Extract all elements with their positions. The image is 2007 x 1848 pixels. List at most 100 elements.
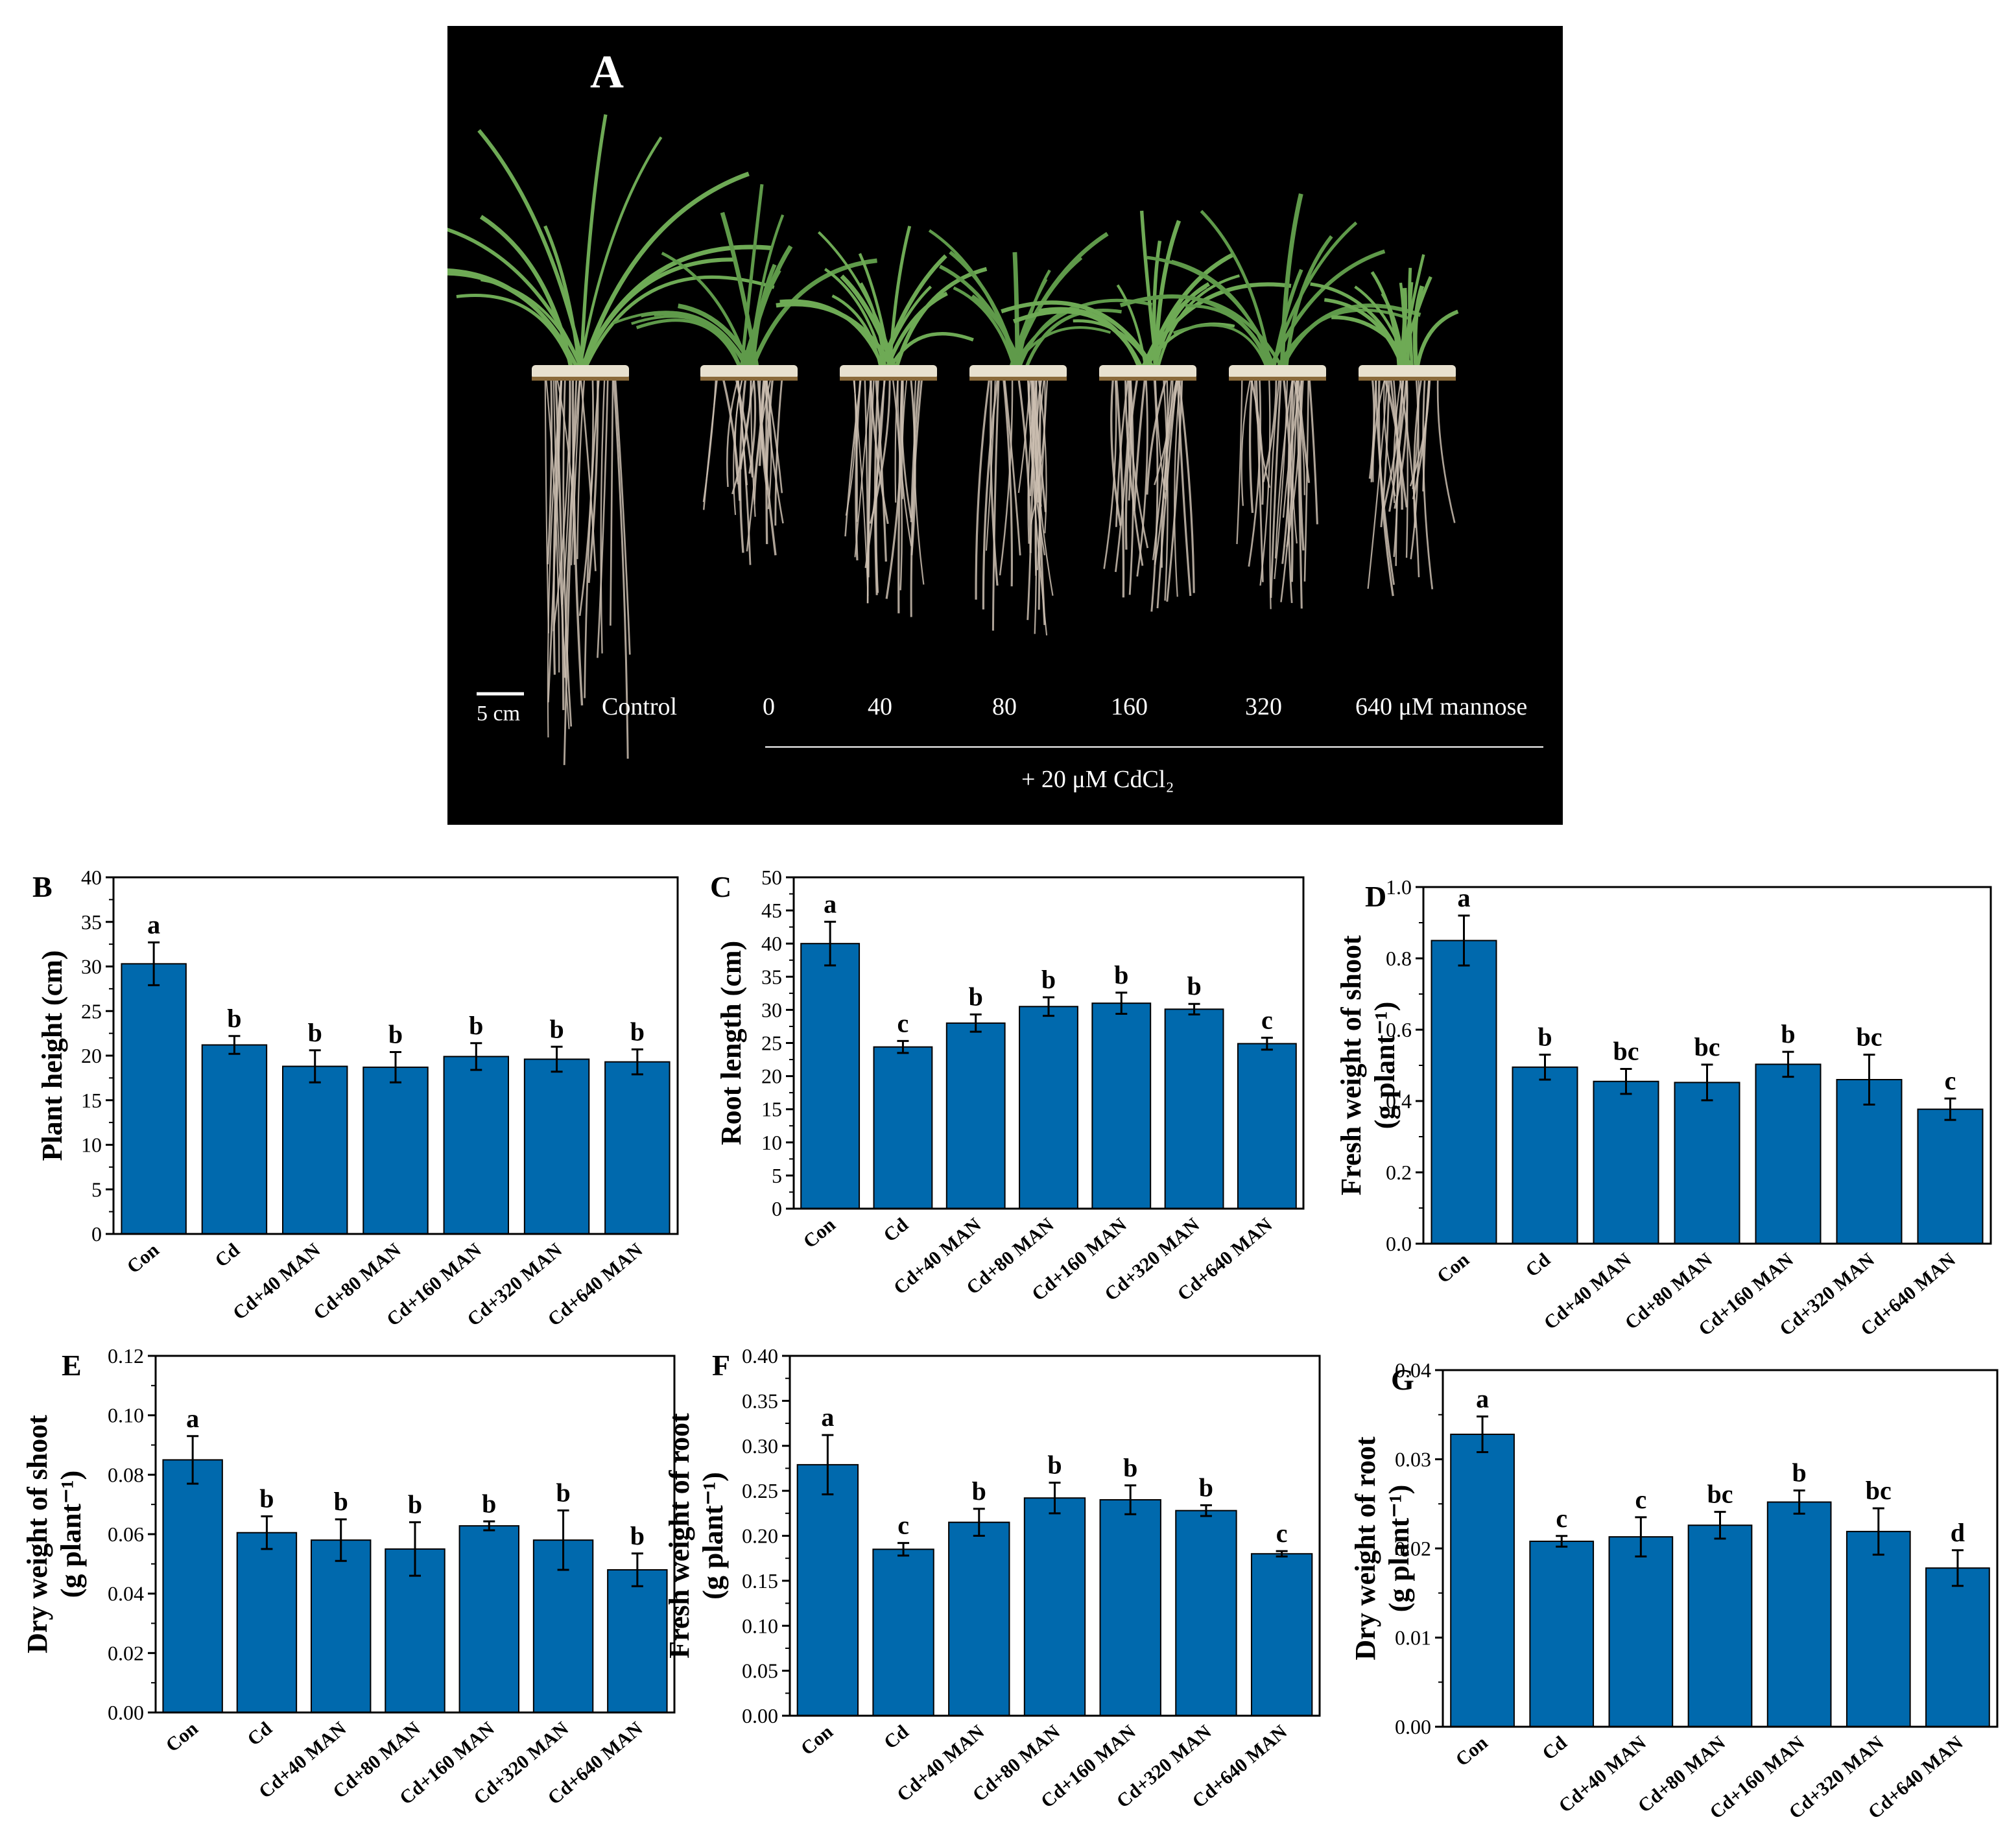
bar	[523, 1058, 590, 1235]
leaf-blade	[579, 171, 750, 374]
root-strand	[576, 379, 586, 560]
significance-letter: b	[1538, 1023, 1552, 1052]
root-strand	[613, 379, 629, 759]
bar	[1925, 1567, 1990, 1727]
root-strand	[999, 379, 1014, 576]
root-strand	[1154, 379, 1174, 486]
bar	[607, 1569, 668, 1713]
root-strand	[1292, 379, 1298, 544]
float-rim	[840, 377, 937, 381]
root-strand	[1303, 379, 1310, 582]
significance-letter: b	[482, 1489, 496, 1518]
significance-letter: b	[1114, 960, 1128, 989]
root-strand	[588, 379, 599, 584]
treatment-label-40: 40	[868, 693, 892, 720]
root-strand	[614, 379, 631, 655]
significance-letter: b	[259, 1484, 274, 1513]
bar	[872, 1548, 934, 1716]
leaf-blade	[879, 285, 932, 373]
root-strand	[1178, 379, 1195, 593]
leaf-blade	[742, 244, 793, 373]
root-strand	[990, 379, 999, 586]
float-rim	[700, 377, 798, 381]
y-tick-label: 25	[761, 1032, 782, 1055]
y-tick-label: 1.0	[1386, 875, 1412, 899]
treatment-label-control: Control	[602, 693, 678, 720]
root-strand	[1259, 379, 1271, 586]
y-axis-label: Root length (cm)	[715, 941, 747, 1145]
root-strand	[1017, 379, 1032, 553]
category-label: Con	[1433, 1249, 1473, 1288]
foam-float	[700, 365, 798, 379]
root-strand	[600, 379, 606, 654]
panel-letter: B	[32, 870, 53, 903]
y-tick-label: 0.35	[742, 1389, 778, 1412]
treatment-label-0: 0	[763, 693, 775, 720]
root-strand	[1377, 379, 1394, 597]
bar	[121, 963, 187, 1235]
treatment-label-80: 80	[992, 693, 1017, 720]
y-tick-label: 0.6	[1386, 1018, 1412, 1041]
root-strand	[563, 379, 578, 765]
bar	[1687, 1524, 1753, 1727]
root-strand	[1262, 379, 1277, 482]
seedling-photo	[447, 114, 1543, 765]
leaf-blade	[886, 332, 974, 374]
root-strand	[1274, 379, 1289, 580]
float-rim	[1359, 377, 1456, 381]
root-strand	[1115, 379, 1125, 598]
category-label: Cd	[879, 1214, 912, 1246]
bar	[1237, 1043, 1297, 1209]
bar	[362, 1066, 429, 1235]
bar	[1019, 1006, 1078, 1210]
bar	[201, 1044, 268, 1235]
leaf-blade	[824, 268, 887, 373]
y-tick-label: 0.12	[108, 1344, 144, 1368]
y-tick-label: 0.00	[108, 1701, 144, 1724]
root-strand	[1124, 379, 1139, 550]
root-strand	[1370, 379, 1377, 482]
root-strand	[561, 379, 571, 605]
root-strand	[571, 379, 581, 565]
leaf-blade	[1142, 322, 1235, 374]
leaf-blade	[1116, 284, 1148, 373]
foam-float	[1359, 365, 1456, 379]
leaf-blade	[1023, 308, 1122, 373]
root-strand	[985, 379, 996, 551]
leaf-blade	[888, 226, 912, 373]
bar	[1917, 1108, 1984, 1245]
leaf-blade	[1155, 274, 1240, 373]
significance-letter: c	[1635, 1485, 1646, 1514]
bar	[1608, 1536, 1674, 1727]
root-strand	[547, 379, 563, 703]
significance-letter: d	[1951, 1518, 1965, 1547]
treatment-label-640-mannose: 640 μM mannose	[1355, 693, 1528, 720]
significance-letter: b	[1781, 1019, 1795, 1048]
root-strand	[545, 379, 560, 673]
leaf-blade	[456, 294, 576, 373]
seedling-group	[1310, 254, 1459, 597]
y-tick-label: 15	[761, 1098, 782, 1121]
y-tick-label: 0.4	[1386, 1089, 1412, 1113]
panel-letter: F	[712, 1349, 730, 1382]
significance-letter: a	[1458, 883, 1471, 912]
bar	[948, 1521, 1010, 1716]
y-tick-label: 0.03	[1395, 1448, 1431, 1471]
root-strand	[894, 379, 899, 503]
y-tick-label: 45	[761, 899, 782, 922]
leaf-blade	[654, 312, 744, 373]
bar	[1091, 1002, 1152, 1210]
y-tick-label: 20	[81, 1044, 102, 1067]
foam-float	[1099, 365, 1196, 379]
leaf-blade	[858, 253, 893, 373]
root-strand	[1393, 379, 1402, 503]
root-strand	[1103, 379, 1117, 569]
root-strand	[853, 379, 858, 522]
category-label: Con	[797, 1721, 837, 1760]
bar	[1431, 940, 1497, 1244]
root-strand	[1030, 379, 1047, 512]
bar	[458, 1525, 519, 1714]
bar	[800, 943, 861, 1209]
